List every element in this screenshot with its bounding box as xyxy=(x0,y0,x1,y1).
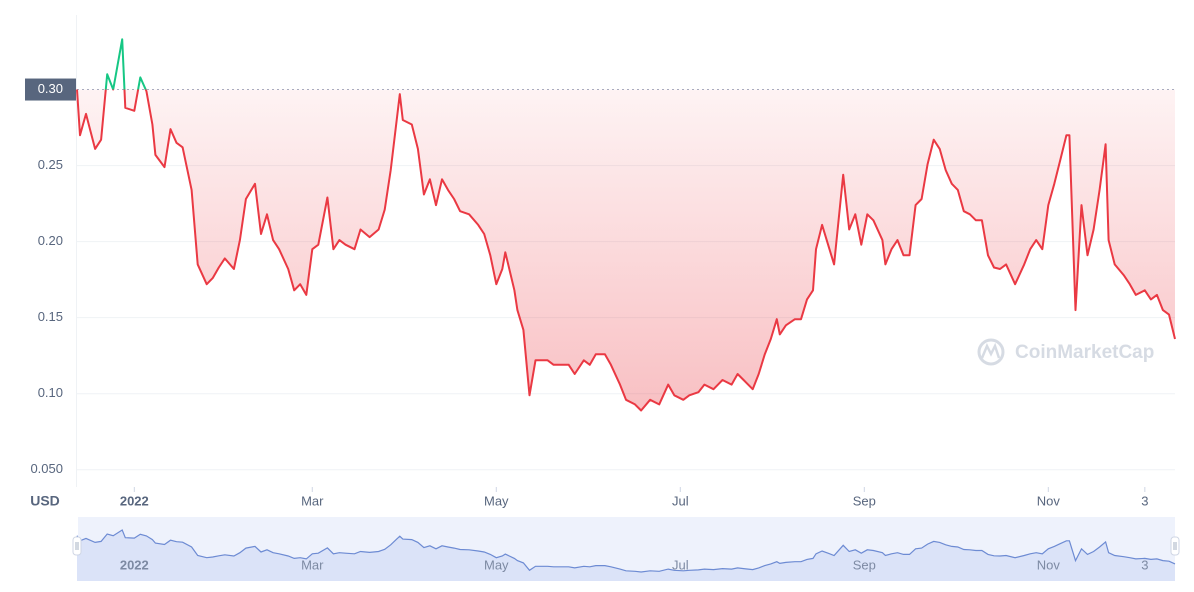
x-tick-label: 3 xyxy=(1141,493,1148,508)
y-tick-label: 0.25 xyxy=(38,157,63,172)
area-fill xyxy=(77,89,1175,411)
x-tick-label: 2022 xyxy=(120,493,149,508)
watermark-logo-mark xyxy=(980,342,1001,359)
navigator-tick-label: Mar xyxy=(301,557,324,572)
navigator-tick-label: Sep xyxy=(853,557,876,572)
y-tick-label: 0.30 xyxy=(38,81,63,96)
baseline-label-bg xyxy=(25,78,76,101)
y-tick-label: 0.15 xyxy=(38,309,63,324)
navigator-tick-label: 2022 xyxy=(120,557,149,572)
watermark: CoinMarketCap xyxy=(977,338,1154,366)
x-tick-label: Sep xyxy=(853,493,876,508)
navigator-tick-label: May xyxy=(484,557,509,572)
price-line-down xyxy=(76,89,1176,412)
navigator-tick-label: Nov xyxy=(1037,557,1061,572)
currency-label: USD xyxy=(30,493,60,509)
navigator-line xyxy=(76,529,1176,573)
y-tick-label: 0.20 xyxy=(38,233,63,248)
x-tick-label: May xyxy=(484,493,509,508)
navigator-area xyxy=(77,530,1175,581)
navigator-tick-label: 3 xyxy=(1141,557,1148,572)
watermark-logo xyxy=(977,338,1005,366)
x-tick-label: Nov xyxy=(1037,493,1061,508)
x-tick-label: Mar xyxy=(301,493,324,508)
y-tick-label: 0.050 xyxy=(30,461,63,476)
navigator-tick-label: Jul xyxy=(672,557,689,572)
watermark-text: CoinMarketCap xyxy=(1015,342,1154,363)
x-tick-label: Jul xyxy=(672,493,689,508)
y-tick-label: 0.10 xyxy=(38,385,63,400)
navigator-handle xyxy=(1170,536,1180,556)
navigator-handle xyxy=(72,536,82,556)
